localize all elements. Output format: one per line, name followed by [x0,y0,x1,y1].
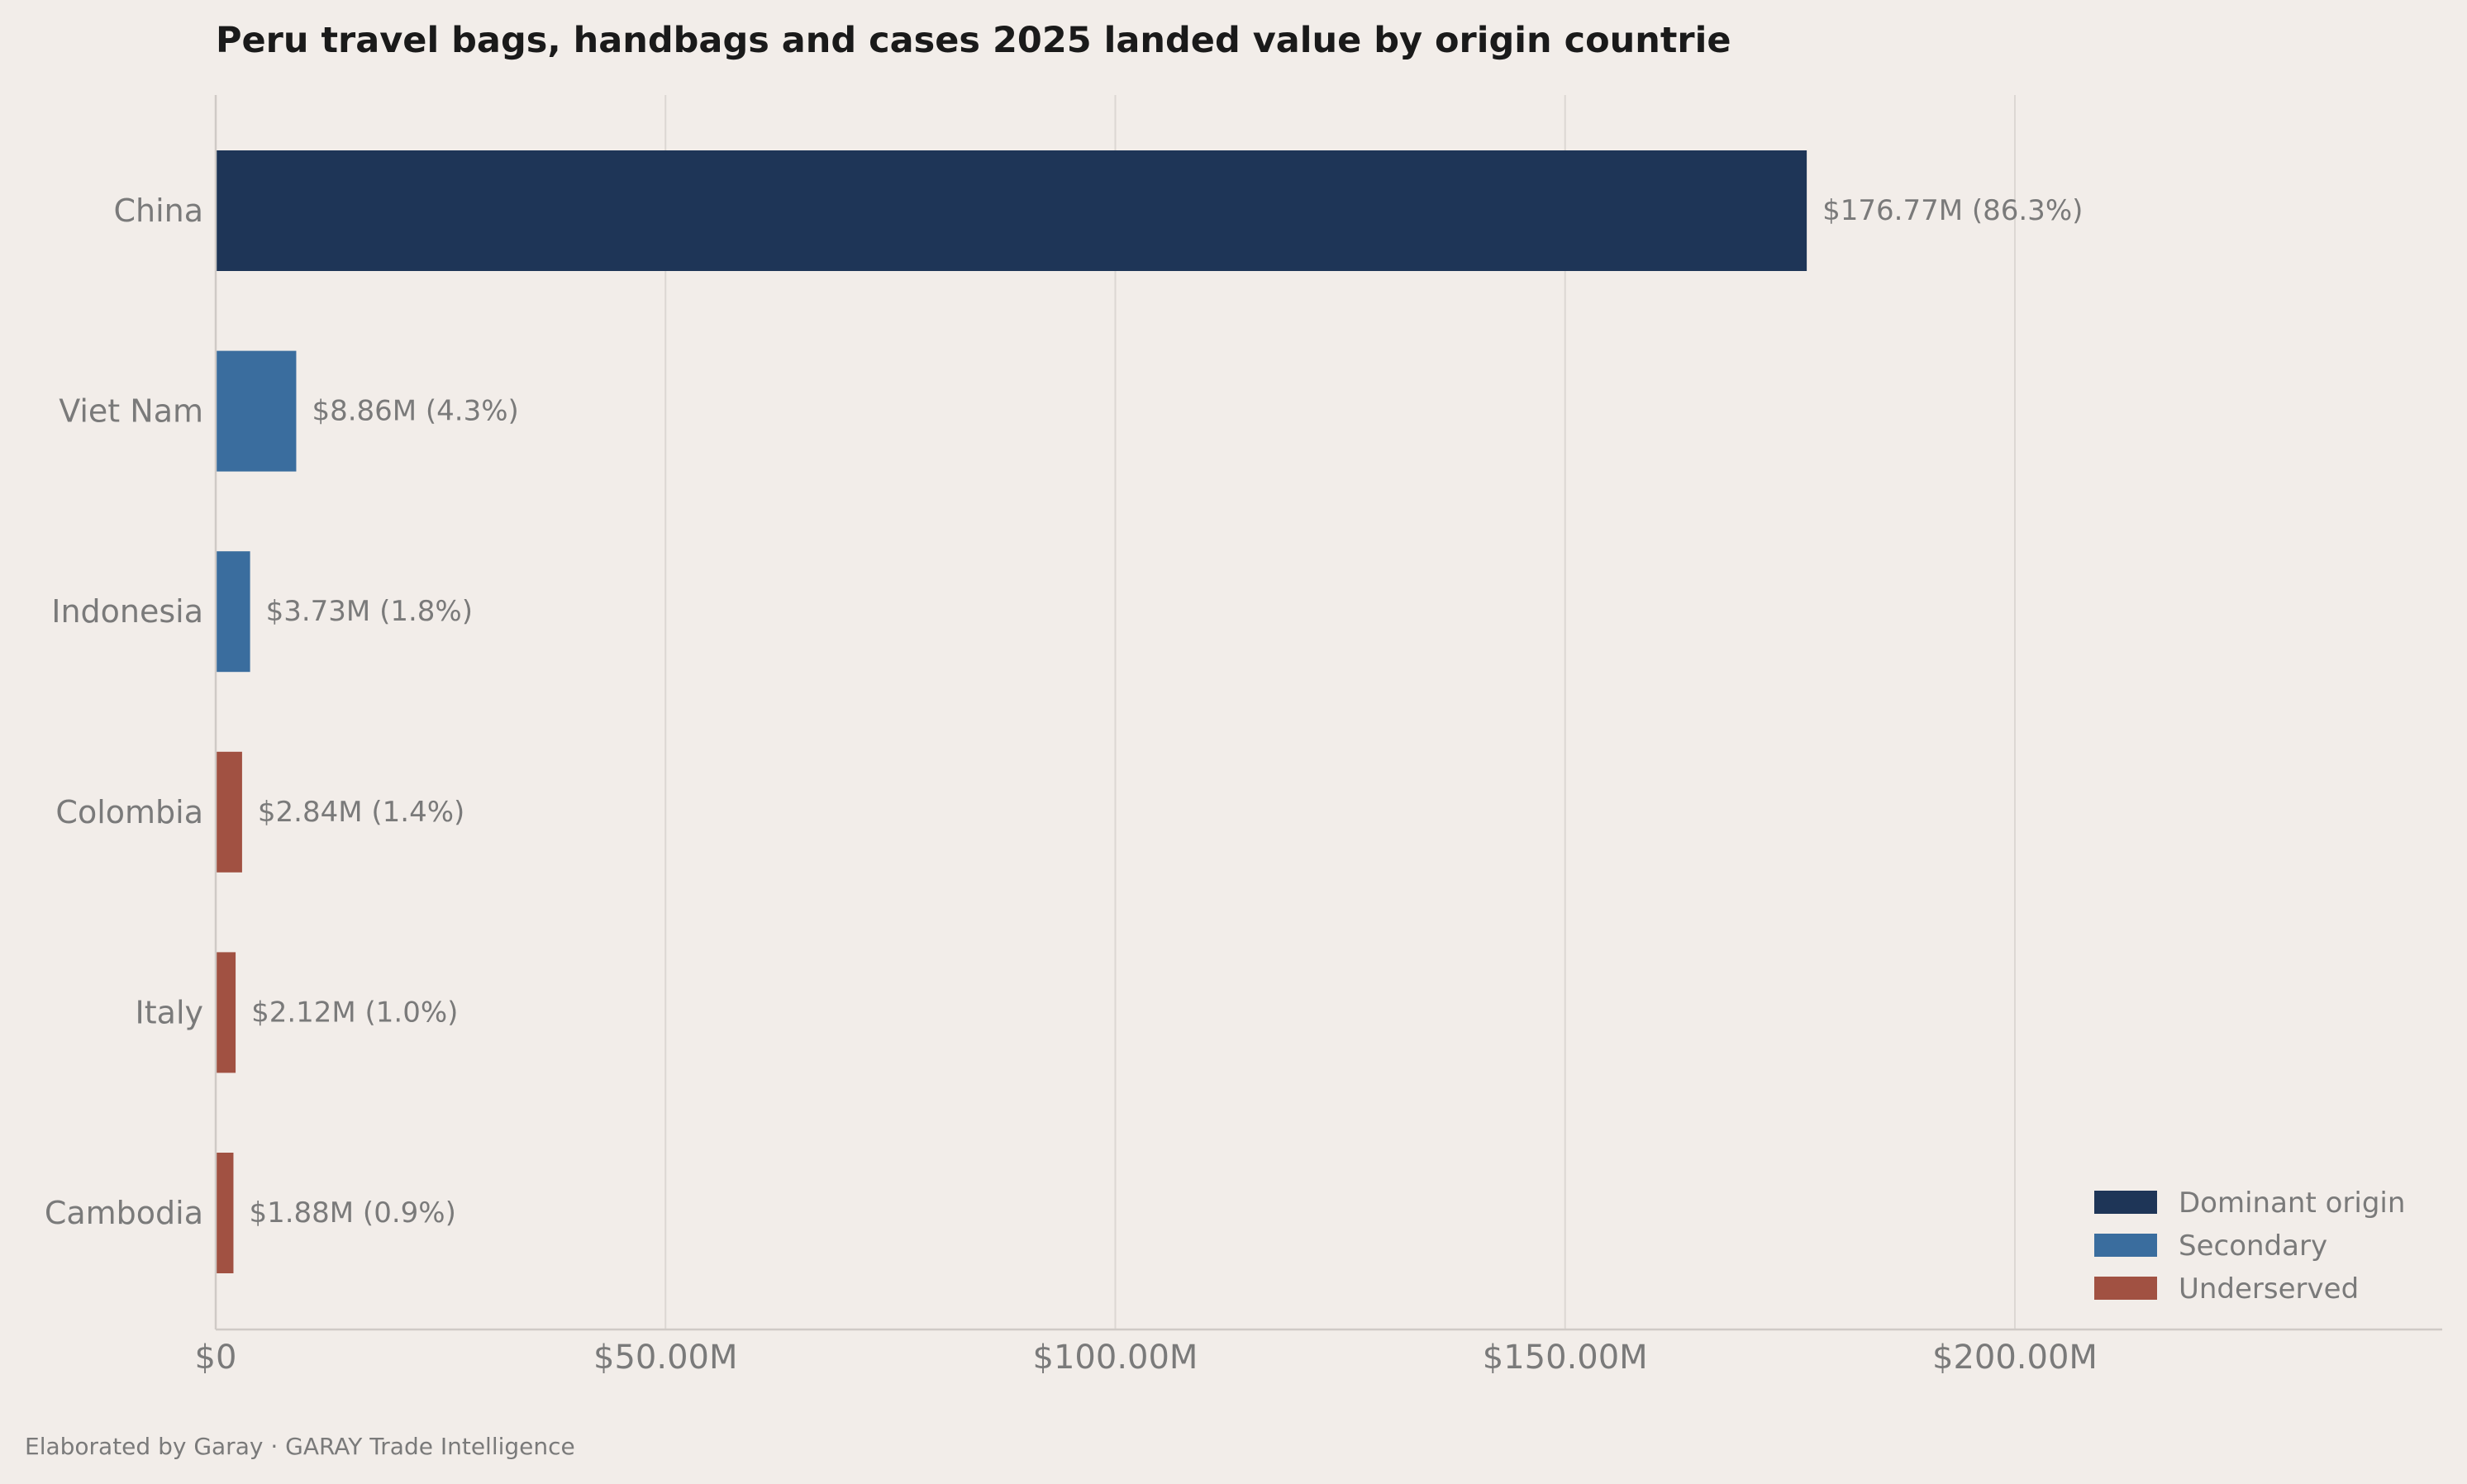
data-label: $2.12M (1.0%) [251,996,458,1029]
footer-credit: Elaborated by Garay · GARAY Trade Intell… [25,1433,575,1460]
legend-label: Dominant origin [2179,1187,2405,1220]
data-label: $1.88M (0.9%) [249,1196,455,1230]
x-tick-label: $200.00M [1932,1339,2098,1377]
y-category-label: Italy [136,994,203,1030]
bars: $176.77M (86.3%) $8.86M (4.3%) $3.73M (1.8… [217,150,2083,1273]
bar [217,1153,234,1273]
data-label: $2.84M (1.4%) [258,796,464,829]
axes: $0 $50.00M $100.00M $150.00M $200.00M China Vi… [45,95,2442,1377]
y-category-label: Cambodia [45,1195,203,1231]
bar [217,952,236,1073]
bar [217,751,242,873]
x-tick-label: $150.00M [1483,1339,1648,1377]
bar [217,150,1807,271]
legend-label: Underserved [2179,1272,2359,1306]
legend-swatch [2094,1191,2157,1214]
legend-swatch [2094,1234,2157,1257]
x-tick-label: $0 [195,1339,237,1377]
legend-label: Secondary [2179,1230,2327,1263]
y-category-label: China [113,193,203,229]
data-label: $8.86M (4.3%) [312,395,518,428]
bar [217,350,297,472]
data-label: $176.77M (86.3%) [1822,194,2083,227]
legend-swatch [2094,1277,2157,1300]
y-category-label: Indonesia [51,593,203,630]
data-label: $3.73M (1.8%) [266,595,473,628]
legend: Dominant origin Secondary Underserved [2094,1187,2405,1306]
grid [664,95,2016,1329]
chart-title: Peru travel bags, handbags and cases 202… [216,20,1731,61]
x-tick-label: $100.00M [1033,1339,1198,1377]
x-tick-label: $50.00M [593,1339,737,1377]
y-category-label: Colombia [55,794,203,830]
y-category-label: Viet Nam [59,393,203,430]
bar [217,551,250,673]
